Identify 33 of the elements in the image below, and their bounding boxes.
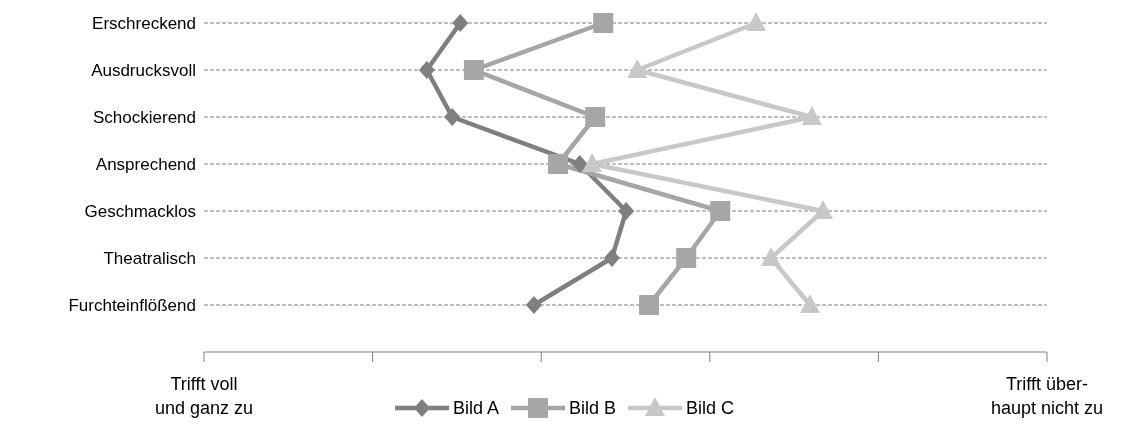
point xyxy=(639,295,660,315)
point xyxy=(761,247,781,266)
y-tick-label: Theatralisch xyxy=(103,249,196,269)
y-tick-label: Furchteinflößend xyxy=(68,296,196,316)
point xyxy=(452,14,469,32)
y-tick-label: Schockierend xyxy=(92,108,196,128)
legend-label: Bild A xyxy=(452,397,499,419)
point xyxy=(525,296,542,314)
point xyxy=(571,155,588,173)
point xyxy=(800,294,820,313)
point xyxy=(710,201,731,221)
y-tick-label: Erschreckend xyxy=(92,14,196,34)
point xyxy=(603,249,620,267)
point xyxy=(582,153,603,172)
point xyxy=(676,248,697,268)
point xyxy=(618,202,635,220)
y-tick-label: Ansprechend xyxy=(95,155,196,175)
y-tick-label: Ausdrucksvoll xyxy=(91,61,196,81)
point xyxy=(801,106,822,125)
legend-label: Bild B xyxy=(568,397,617,419)
legend-label: Bild C xyxy=(686,397,735,419)
point xyxy=(548,154,569,174)
point xyxy=(463,60,484,80)
point xyxy=(418,61,435,79)
y-tick-label: Geschmacklos xyxy=(84,202,196,222)
text: Trifft über- haupt nicht zu xyxy=(989,373,1105,420)
point xyxy=(813,200,833,219)
point xyxy=(585,107,606,127)
point xyxy=(627,59,648,78)
point xyxy=(593,13,614,33)
text: Trifft voll und ganz zu xyxy=(153,373,255,420)
point xyxy=(746,12,767,31)
point xyxy=(444,108,461,126)
